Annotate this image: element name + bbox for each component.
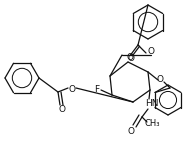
Text: O: O [147, 48, 154, 57]
Text: F: F [94, 85, 100, 94]
Text: CH₃: CH₃ [144, 118, 160, 127]
Text: O: O [68, 84, 75, 93]
Text: HN: HN [145, 100, 159, 109]
Text: O: O [127, 54, 134, 63]
Text: O: O [127, 52, 134, 61]
Text: O: O [128, 127, 135, 136]
Text: O: O [58, 105, 66, 114]
Text: O: O [157, 75, 163, 84]
